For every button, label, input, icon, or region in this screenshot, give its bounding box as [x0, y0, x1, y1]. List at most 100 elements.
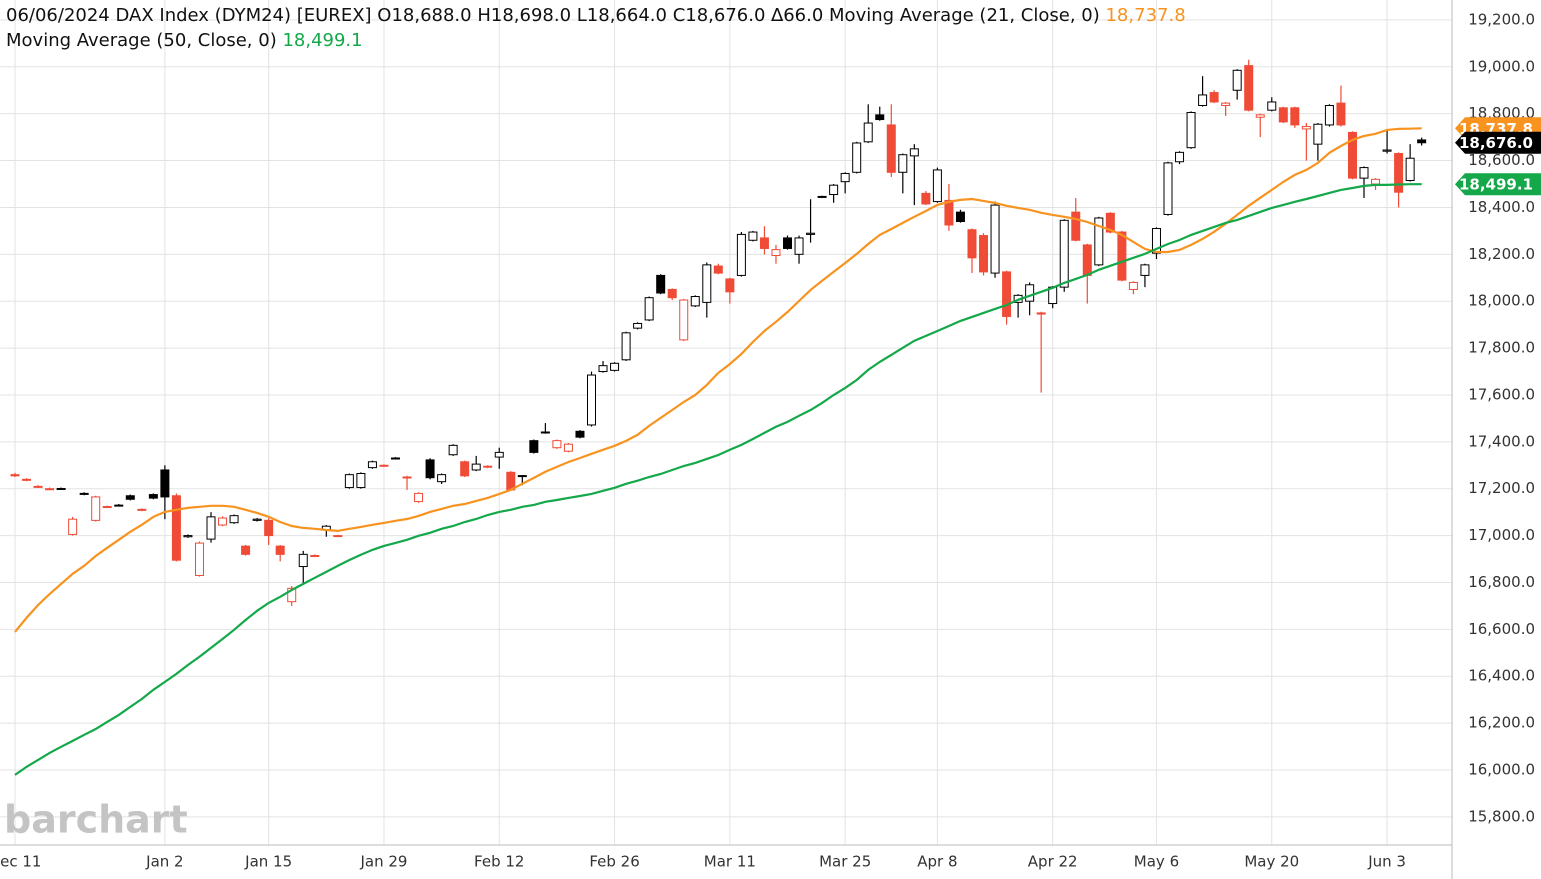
y-tick-label: 19,000.0	[1468, 57, 1535, 75]
watermark: barchart	[4, 798, 188, 842]
candle-body	[1301, 126, 1311, 130]
y-tick-label: 17,600.0	[1468, 385, 1535, 403]
candle-body	[759, 237, 769, 249]
candle-body	[587, 374, 596, 426]
candle-body	[1313, 123, 1323, 145]
candle-body	[967, 229, 977, 259]
candle-body	[563, 443, 573, 452]
candle-body	[644, 297, 654, 321]
y-tick-label: 17,000.0	[1468, 526, 1535, 544]
date: 06/06/2024	[6, 5, 110, 26]
candle-body	[1105, 212, 1115, 233]
moving-average-line	[14, 183, 1422, 776]
candle-body	[1128, 281, 1138, 290]
candle-body	[160, 469, 170, 498]
candle-body	[1290, 107, 1300, 126]
symbol: DAX Index (DYM24) [EUREX]	[115, 5, 371, 26]
candle-body	[171, 495, 181, 561]
candle-body	[921, 192, 931, 205]
candle-body	[932, 169, 942, 203]
candle-body	[1186, 112, 1196, 149]
candle-body	[621, 332, 631, 361]
legend-entry: Moving Average (21, Close, 0)	[829, 5, 1100, 26]
moving-average-line	[14, 127, 1422, 633]
candle-body	[287, 587, 297, 603]
last-price-badge-label: 18,676.0	[1459, 134, 1533, 152]
candle-body	[725, 278, 735, 293]
candle-body	[633, 322, 643, 329]
candle-body	[540, 431, 550, 434]
candle-body	[402, 476, 412, 479]
candle-body	[1209, 92, 1219, 103]
high-label: H18,698.0	[477, 5, 571, 26]
candle-body	[529, 440, 539, 453]
candle-body	[1347, 131, 1357, 179]
y-tick-label: 18,600.0	[1468, 151, 1535, 169]
y-tick-label: 16,600.0	[1468, 620, 1535, 638]
candle-body	[425, 459, 435, 479]
candle-body	[22, 478, 32, 481]
candle-body	[275, 545, 285, 555]
y-tick-label: 16,400.0	[1468, 667, 1535, 685]
candle-body	[1082, 244, 1092, 276]
candle-body	[333, 535, 343, 538]
candle-body	[1175, 151, 1185, 163]
candle-body	[1278, 107, 1288, 123]
candle-body	[955, 211, 965, 223]
candle-body	[344, 474, 354, 489]
candle-body	[713, 265, 723, 274]
x-tick-label: May 6	[1134, 853, 1179, 871]
candle-body	[183, 535, 193, 538]
header-line-2: Moving Average (50, Close, 0) 18,499.1	[6, 30, 363, 51]
candle-body	[517, 475, 527, 478]
candle-body	[1117, 231, 1127, 281]
candle-body	[218, 517, 228, 526]
legend-entry: Moving Average (50, Close, 0)	[6, 30, 277, 51]
legend-value: 18,737.8	[1105, 5, 1185, 26]
header-line-1: 06/06/2024 DAX Index (DYM24) [EUREX] O18…	[6, 5, 1186, 26]
candle-body	[298, 553, 308, 568]
x-tick-label: Mar 11	[704, 853, 756, 871]
candle-body	[829, 184, 839, 196]
candle-body	[598, 365, 608, 373]
candle-body	[1267, 101, 1277, 111]
candle-body	[783, 237, 793, 249]
candle-body	[379, 464, 389, 467]
candle-body	[690, 296, 700, 307]
x-tick-label: Dec 11	[0, 853, 41, 871]
candle-body	[840, 172, 850, 183]
candle-body	[1244, 65, 1254, 111]
candle-body	[356, 472, 366, 489]
candle-body	[1359, 167, 1369, 179]
candle-body	[33, 485, 43, 488]
candle-body	[1059, 219, 1069, 288]
candle-body	[125, 495, 135, 500]
candle-body	[367, 461, 377, 469]
candle-body	[898, 154, 908, 173]
x-tick-label: Jun 3	[1367, 853, 1406, 871]
candle-body	[137, 508, 147, 511]
candle-body	[1221, 102, 1231, 106]
candle-body	[1163, 162, 1173, 215]
y-tick-label: 17,200.0	[1468, 479, 1535, 497]
candle-body	[748, 231, 758, 241]
x-tick-label: Mar 25	[819, 853, 871, 871]
candle-body	[990, 204, 1000, 274]
candle-body	[241, 545, 251, 555]
y-tick-label: 16,200.0	[1468, 714, 1535, 732]
x-tick-label: Jan 29	[359, 853, 407, 871]
ma50-badge-label: 18,499.1	[1459, 176, 1533, 194]
low-label: L18,664.0	[577, 5, 667, 26]
x-tick-label: May 20	[1244, 853, 1299, 871]
y-tick-label: 16,800.0	[1468, 573, 1535, 591]
candle-body	[806, 232, 816, 235]
last-price-badge	[1455, 131, 1541, 154]
candle-body	[114, 504, 124, 507]
candle-body	[264, 519, 274, 537]
x-tick-label: Apr 8	[917, 853, 957, 871]
candle-body	[771, 249, 781, 256]
candle-body	[702, 264, 712, 303]
candle-body	[102, 506, 112, 509]
candle-body	[817, 195, 827, 198]
